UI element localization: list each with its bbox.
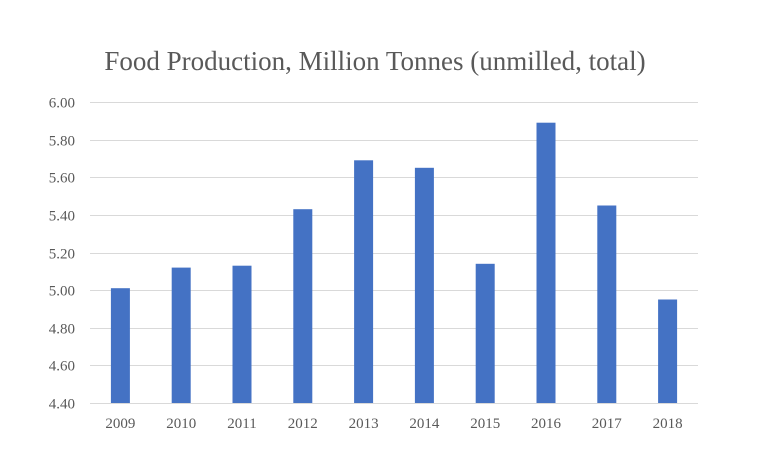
x-tick-label: 2014 [409,416,440,432]
x-tick-label: 2011 [227,416,256,432]
bar-2011 [232,265,252,403]
bar-2009 [110,288,130,403]
y-tick-label: 5.80 [49,134,75,150]
x-tick-label: 2013 [349,416,379,432]
y-tick-label: 6.00 [49,96,75,112]
y-tick-label: 4.80 [49,322,75,338]
bar-2012 [293,209,313,403]
y-tick-label: 4.60 [49,359,75,375]
x-tick-label: 2015 [470,416,500,432]
bar-2015 [475,263,495,403]
y-tick-label: 5.60 [49,171,75,187]
x-tick-label: 2016 [531,416,562,432]
bar-2013 [354,160,374,403]
bar-2016 [536,122,556,403]
y-tick-label: 4.40 [49,397,75,413]
chart-title: Food Production, Million Tonnes (unmille… [104,46,646,76]
y-tick-label: 5.00 [49,284,75,300]
bar-2014 [414,167,434,403]
x-tick-label: 2012 [288,416,318,432]
y-axis-tick-labels: 4.40 4.60 4.80 5.00 5.20 5.40 5.60 5.80 6.00 [49,96,75,413]
bar-2017 [597,205,617,403]
bar-2018 [658,299,678,403]
bar-2010 [171,267,191,403]
y-tick-label: 5.40 [49,209,75,225]
y-tick-label: 5.20 [49,247,75,263]
bars [90,122,698,404]
x-axis-tick-labels: 2009 2010 2011 2012 2013 2014 2015 2016 2017 2018 [105,416,682,432]
x-tick-label: 2009 [105,416,135,432]
x-tick-label: 2010 [166,416,196,432]
x-tick-label: 2017 [592,416,623,432]
x-tick-label: 2018 [653,416,683,432]
